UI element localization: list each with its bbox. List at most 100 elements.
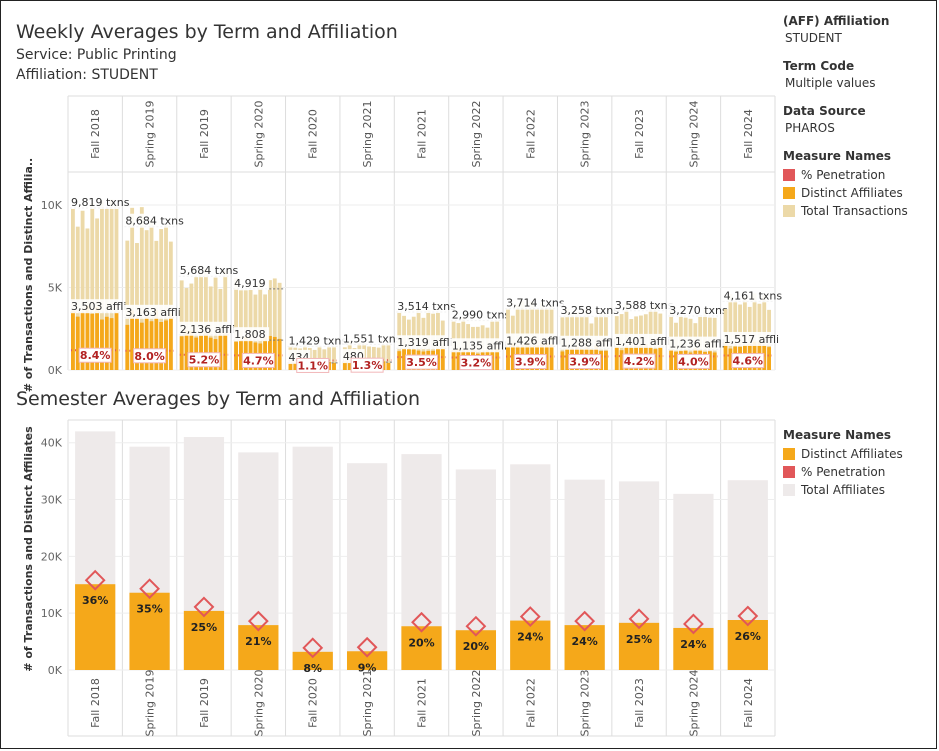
legend-label: % Penetration	[801, 465, 886, 479]
bottom-penetration-marker	[465, 615, 487, 637]
top-distinct-affiliates-bar	[712, 352, 717, 370]
legend-swatch	[783, 484, 795, 496]
top-distinct-affiliates-bar	[293, 363, 298, 370]
top-distinct-affiliates-bar	[71, 311, 75, 370]
top-txn-label: 3,258 txns	[560, 304, 619, 317]
bottom-total-affiliates-bar	[292, 446, 333, 670]
top-distinct-affiliates-bar	[723, 343, 728, 370]
bottom-penetration-marker	[139, 578, 160, 600]
top-distinct-affiliates-bar	[144, 317, 149, 370]
bottom-category-label: Fall 2023	[633, 678, 646, 728]
legend-swatch	[783, 205, 795, 217]
top-aff-label-bg	[232, 327, 270, 342]
legend-top-item-penetration[interactable]: % Penetration	[783, 166, 908, 184]
bottom-category-label: Fall 2024	[742, 678, 755, 728]
bottom-penetration-marker	[411, 611, 432, 633]
bottom-distinct-affiliates-bar	[129, 592, 170, 670]
top-aff-label: 1,288 affli	[560, 337, 615, 350]
top-penetration-label: 3.9%	[569, 356, 600, 369]
top-distinct-affiliates-bar	[510, 343, 515, 370]
top-pen-label-bg	[459, 355, 493, 371]
bottom-penetration-marker	[356, 636, 378, 658]
legend-top-item-distinct-affiliates[interactable]: Distinct Affiliates	[783, 184, 908, 202]
top-total-transactions-bar	[386, 341, 391, 370]
bottom-category-label: Fall 2019	[198, 678, 211, 728]
top-penetration-label: 4.6%	[733, 355, 764, 368]
top-txn-label: 2,990 txns	[452, 309, 511, 322]
bottom-total-affiliates-bar	[346, 463, 388, 670]
top-txn-label-bg	[340, 331, 394, 346]
top-aff-label-bg	[123, 304, 176, 319]
top-txn-label: 1,551 txns	[343, 332, 402, 345]
bottom-distinct-affiliates-bar	[75, 584, 116, 670]
legend-swatch	[783, 187, 795, 199]
legend-bottom-item-total-affiliates[interactable]: Total Affiliates	[783, 481, 903, 499]
top-total-transactions-bar	[95, 218, 100, 370]
bottom-penetration-label: 21%	[245, 635, 271, 648]
top-distinct-affiliates-bar	[164, 320, 168, 370]
bottom-y-tick-label: 10K	[41, 607, 63, 620]
top-distinct-affiliates-bar	[506, 347, 510, 370]
top-pen-label-bg	[676, 353, 710, 369]
top-distinct-affiliates-bar	[342, 361, 347, 370]
top-distinct-affiliates-bar	[402, 348, 406, 370]
top-penetration-label: 8.0%	[134, 350, 165, 363]
top-distinct-affiliates-bar	[238, 340, 243, 370]
top-penetration-label: 3.5%	[406, 356, 437, 369]
top-pen-label-bg	[405, 354, 438, 370]
filter-data-source-value[interactable]: PHAROS	[785, 121, 835, 135]
bottom-distinct-affiliates-bar	[401, 626, 442, 670]
top-total-transactions-bar	[149, 219, 154, 370]
top-distinct-affiliates-bar	[614, 346, 619, 370]
top-distinct-affiliates-bar	[135, 318, 139, 370]
top-aff-label-bg	[667, 336, 720, 351]
legend-label: Total Transactions	[801, 204, 908, 218]
top-txn-label-bg	[504, 295, 557, 310]
bottom-penetration-marker	[84, 569, 106, 591]
bottom-category-label: Spring 2020	[252, 670, 265, 737]
bottom-penetration-label: 20%	[463, 640, 489, 653]
top-distinct-affiliates-bar	[109, 318, 114, 370]
top-pen-label-bg	[568, 354, 602, 370]
top-y-axis-label: # of Transactions and Distinct Affilia..	[22, 158, 35, 392]
legend-label: Distinct Affiliates	[801, 186, 903, 200]
bottom-penetration-label: 25%	[626, 633, 652, 646]
legend-bottom-item-distinct-affiliates[interactable]: Distinct Affiliates	[783, 445, 903, 463]
top-txn-label-bg	[449, 307, 503, 322]
legend-bottom: Measure Names Distinct Affiliates % Pene…	[783, 428, 903, 499]
bottom-distinct-affiliates-bar	[564, 625, 605, 670]
top-distinct-affiliates-bar	[451, 349, 456, 370]
top-aff-label: 1,401 affli	[615, 335, 670, 348]
top-total-transactions-bar	[75, 226, 80, 370]
bottom-distinct-affiliates-bar	[618, 622, 660, 670]
top-distinct-affiliates-bar	[90, 313, 95, 370]
top-aff-label: 1,319 affli	[397, 336, 452, 349]
top-txn-label: 3,588 txns	[615, 299, 674, 312]
top-total-transactions-bar	[223, 271, 228, 370]
filter-panel: (AFF) Affiliation STUDENT Term Code Mult…	[783, 14, 908, 220]
top-distinct-affiliates-bar	[565, 348, 570, 370]
bottom-distinct-affiliates-bar	[292, 651, 333, 670]
top-total-transactions-bar	[100, 200, 104, 370]
filter-term-code-value[interactable]: Multiple values	[785, 76, 876, 90]
legend-label: Distinct Affiliates	[801, 447, 903, 461]
top-distinct-affiliates-bar	[456, 348, 461, 370]
legend-bottom-item-penetration[interactable]: % Penetration	[783, 463, 903, 481]
top-chart-title: Weekly Averages by Term and Affiliation	[16, 21, 398, 43]
legend-swatch	[783, 448, 795, 460]
bottom-category-label: Spring 2023	[579, 670, 592, 737]
legend-top-item-total-transactions[interactable]: Total Transactions	[783, 202, 908, 220]
top-pen-label-bg	[731, 353, 765, 369]
top-aff-label-bg	[69, 299, 122, 314]
top-penetration-label: 4.7%	[243, 354, 274, 367]
bottom-distinct-affiliates-bar	[727, 620, 768, 670]
top-txn-label: 1,429 txns	[289, 334, 348, 347]
top-distinct-affiliates-bar	[139, 322, 144, 370]
filter-affiliation-value[interactable]: STUDENT	[785, 31, 842, 45]
top-aff-label-bg	[558, 335, 611, 350]
top-total-transactions-bar	[114, 205, 119, 370]
top-distinct-affiliates-bar	[549, 344, 554, 370]
top-aff-label: 2,136 affli	[180, 323, 235, 336]
top-txn-label-bg	[721, 288, 774, 303]
bottom-category-label: Spring 2019	[144, 670, 157, 737]
